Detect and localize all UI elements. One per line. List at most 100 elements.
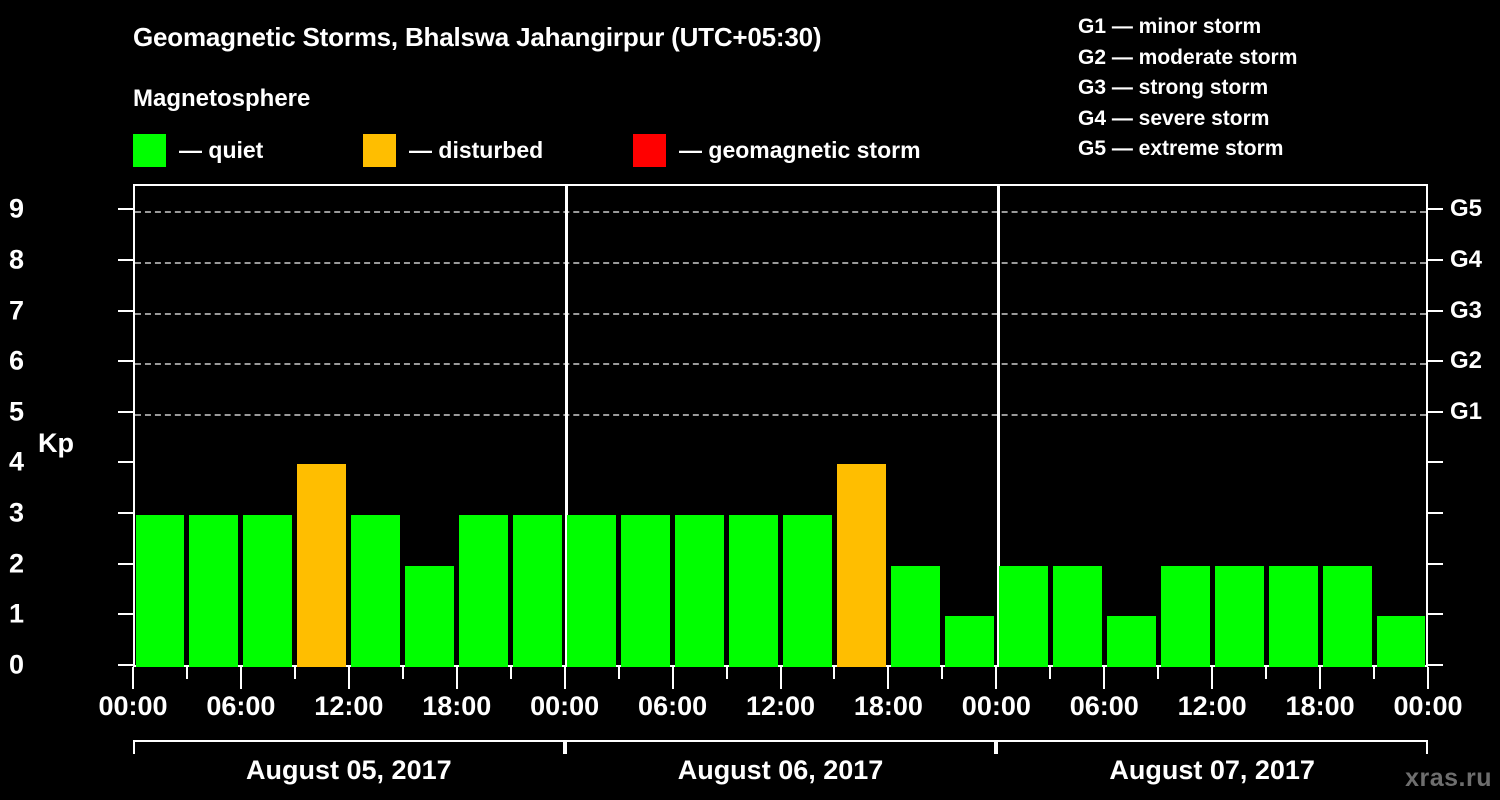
- y-tick-label: 0: [8, 649, 24, 680]
- gridline-kp-9: [135, 211, 1426, 214]
- g-axis-label: G2: [1450, 347, 1483, 375]
- y-tick-label: 1: [8, 598, 24, 629]
- x-axis-line: [133, 665, 1428, 667]
- x-tick-label: 06:00: [638, 691, 708, 721]
- g-scale-legend: G1 — minor storm G2 — moderate storm G3 — …: [1078, 12, 1297, 165]
- g-axis-label: G3: [1450, 296, 1483, 324]
- x-tick-label: 12:00: [745, 691, 816, 721]
- day-bracket: [564, 740, 997, 754]
- day-bracket: [996, 740, 1428, 754]
- kp-bar: [405, 565, 455, 667]
- x-tick-label: 00:00: [98, 691, 168, 721]
- kp-bar: [459, 515, 509, 667]
- plot-area: [133, 184, 1428, 667]
- g-tick-mark-minor: [1428, 461, 1443, 464]
- kp-bar: [513, 515, 563, 667]
- kp-bar: [1322, 565, 1372, 667]
- g-tick-mark: [1428, 309, 1443, 312]
- kp-bar: [621, 515, 671, 667]
- g-axis-label: G4: [1450, 245, 1483, 273]
- x-tick-mark-minor: [617, 667, 620, 679]
- g-scale-item: G1 — minor storm: [1078, 15, 1262, 38]
- g-tick-mark: [1428, 258, 1443, 261]
- g-scale-item: G5 — extreme storm: [1078, 137, 1284, 160]
- legend-label: — geomagnetic storm: [679, 136, 921, 163]
- kp-bar: [1214, 565, 1264, 667]
- x-tick-label: 00:00: [1393, 691, 1463, 721]
- y-tick-mark: [118, 309, 133, 312]
- y-tick-label: 3: [8, 497, 24, 528]
- x-tick-label: 12:00: [1177, 691, 1247, 721]
- x-tick-mark: [671, 667, 674, 689]
- y-tick-mark: [118, 258, 133, 261]
- kp-bar: [297, 464, 347, 667]
- y-tick-mark: [118, 562, 133, 565]
- day-label: August 07, 2017: [1109, 755, 1315, 785]
- y-tick-label: 7: [8, 295, 24, 326]
- storm-swatch: [633, 133, 666, 167]
- gridline-kp-8: [135, 261, 1426, 264]
- g-axis-label: G5: [1450, 195, 1483, 223]
- y-tick-mark: [118, 512, 133, 515]
- kp-bar: [890, 565, 940, 667]
- day-bracket: [133, 740, 565, 754]
- x-tick-mark: [779, 667, 782, 689]
- kp-bar: [243, 515, 293, 667]
- x-tick-mark-minor: [1373, 667, 1376, 679]
- g-scale-item: G4 — severe storm: [1078, 106, 1270, 130]
- kp-bar: [1052, 565, 1102, 667]
- y-tick-mark: [118, 664, 133, 666]
- kp-bar: [675, 515, 725, 667]
- kp-bar: [729, 515, 778, 667]
- x-tick-mark: [455, 667, 458, 689]
- x-tick-mark: [887, 667, 890, 689]
- legend-entry-disturbed: — disturbed: [363, 133, 543, 167]
- g-tick-mark: [1428, 360, 1443, 363]
- x-tick-mark: [1319, 667, 1322, 689]
- x-tick-label: 06:00: [1069, 691, 1139, 721]
- y-tick-label: 5: [8, 396, 24, 427]
- day-separator-1: [565, 186, 569, 667]
- x-tick-label: 18:00: [1285, 691, 1355, 721]
- x-tick-label: 00:00: [961, 691, 1031, 721]
- legend-entry-quiet: — quiet: [133, 133, 263, 167]
- x-tick-mark-minor: [509, 667, 512, 679]
- kp-bar: [1268, 565, 1318, 667]
- x-tick-mark-minor: [401, 667, 404, 679]
- kp-bar: [1376, 616, 1426, 667]
- x-tick-mark: [563, 667, 566, 689]
- legend-heading: Magnetosphere: [133, 85, 311, 112]
- kp-bar: [783, 515, 832, 667]
- x-tick-label: 12:00: [314, 691, 384, 721]
- y-tick-mark: [118, 360, 133, 363]
- y-tick-label: 4: [8, 446, 24, 477]
- x-tick-mark: [239, 667, 242, 689]
- x-tick-mark-minor: [1265, 667, 1268, 679]
- day-label: August 06, 2017: [677, 755, 884, 785]
- gridline-kp-6: [135, 363, 1426, 366]
- legend-entry-storm: — geomagnetic storm: [633, 133, 921, 167]
- g-scale-item: G2 — moderate storm: [1078, 45, 1298, 69]
- y-tick-mark: [118, 461, 133, 464]
- x-tick-label: 18:00: [422, 691, 492, 721]
- kp-bar: [135, 515, 185, 667]
- x-tick-mark-minor: [725, 667, 728, 679]
- y-tick-mark: [118, 613, 133, 616]
- x-tick-mark-minor: [941, 667, 944, 679]
- g-tick-mark: [1428, 410, 1443, 413]
- legend-label: — quiet: [179, 136, 264, 163]
- g-tick-mark-minor: [1428, 613, 1443, 616]
- x-tick-mark-minor: [1157, 667, 1160, 679]
- x-tick-mark: [1427, 667, 1429, 689]
- day-label: August 05, 2017: [246, 755, 452, 785]
- x-tick-mark-minor: [185, 667, 188, 679]
- x-tick-mark: [347, 667, 350, 689]
- x-tick-label: 06:00: [206, 691, 276, 721]
- bars-layer: [133, 184, 1428, 667]
- x-tick-mark: [995, 667, 998, 689]
- kp-bar: [998, 565, 1048, 667]
- g-tick-mark: [1428, 208, 1443, 211]
- legend-label: — disturbed: [409, 136, 544, 163]
- kp-bar: [836, 464, 886, 667]
- y-tick-label: 9: [8, 193, 24, 224]
